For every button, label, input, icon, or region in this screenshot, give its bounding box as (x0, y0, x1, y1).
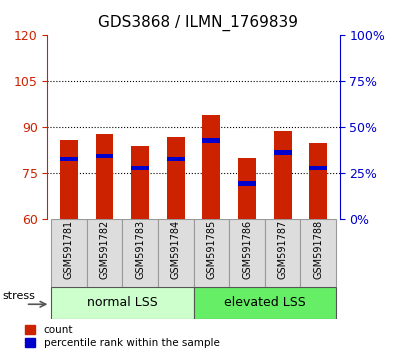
Text: GSM591785: GSM591785 (206, 220, 216, 279)
Text: normal LSS: normal LSS (87, 296, 158, 309)
FancyBboxPatch shape (194, 219, 229, 287)
FancyBboxPatch shape (87, 219, 122, 287)
Text: GSM591782: GSM591782 (100, 220, 109, 279)
Bar (167, 137, 184, 219)
Text: GDS3868 / ILMN_1769839: GDS3868 / ILMN_1769839 (98, 15, 297, 31)
Bar (60, 140, 78, 219)
FancyBboxPatch shape (265, 219, 301, 287)
Text: GSM591787: GSM591787 (278, 220, 288, 279)
Text: GSM591788: GSM591788 (313, 220, 324, 279)
Bar (309, 143, 327, 219)
FancyBboxPatch shape (122, 219, 158, 287)
FancyBboxPatch shape (301, 219, 336, 287)
Legend: count, percentile rank within the sample: count, percentile rank within the sample (25, 325, 220, 348)
Text: elevated LSS: elevated LSS (224, 296, 306, 309)
Bar (131, 146, 149, 219)
Text: GSM591786: GSM591786 (242, 220, 252, 279)
Text: GSM591784: GSM591784 (171, 220, 181, 279)
Bar (309, 166, 327, 170)
Bar (60, 156, 78, 161)
Bar (203, 138, 220, 143)
FancyBboxPatch shape (51, 219, 87, 287)
Bar (238, 158, 256, 219)
Bar (96, 133, 113, 219)
Text: GSM591781: GSM591781 (64, 220, 74, 279)
FancyBboxPatch shape (229, 219, 265, 287)
Bar (167, 156, 184, 161)
Bar (203, 115, 220, 219)
FancyBboxPatch shape (158, 219, 194, 287)
FancyBboxPatch shape (51, 287, 194, 319)
Bar (96, 154, 113, 158)
Text: GSM591783: GSM591783 (135, 220, 145, 279)
Text: stress: stress (3, 291, 36, 301)
Bar (274, 150, 292, 155)
Bar (274, 131, 292, 219)
Bar (131, 166, 149, 170)
Bar (238, 181, 256, 186)
FancyBboxPatch shape (194, 287, 336, 319)
